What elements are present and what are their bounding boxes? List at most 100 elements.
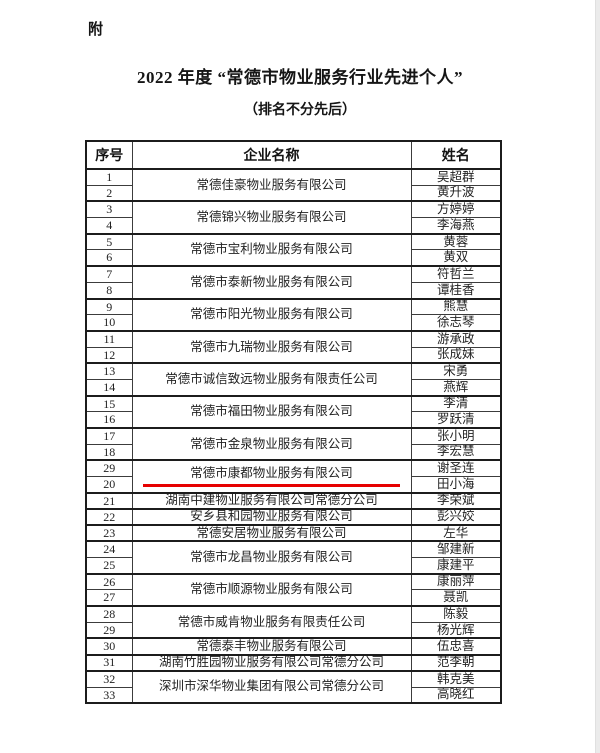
table-row: 27 聂凯 [85, 589, 502, 607]
company-name-highlighted: 常德市康都物业服务有限公司 [142, 466, 401, 487]
table-row: 26 常德市顺源物业服务有限公司 康丽萍 [85, 572, 502, 607]
name-cell: 杨光辉 [410, 621, 502, 639]
name-cell: 吴超群 [410, 167, 502, 186]
company-name: 安乡县和园物业服务有限公司 [190, 509, 353, 524]
name-cell: 彭兴姣 [410, 507, 502, 526]
name-cell: 李海燕 [410, 217, 502, 235]
company-name: 常德市金泉物业服务有限公司 [190, 436, 353, 451]
name-cell: 左华 [410, 524, 502, 542]
name-cell: 张成妹 [410, 346, 502, 364]
name-cell: 燕辉 [410, 378, 502, 397]
company-name: 常德市顺源物业服务有限公司 [190, 582, 353, 597]
company-cell: 深圳市深华物业集团有限公司常德分公司 [131, 669, 412, 704]
seq-cell: 26 [85, 572, 133, 591]
seq-cell: 30 [85, 637, 133, 656]
seq-cell: 4 [85, 217, 133, 235]
table-row: 14 燕辉 [85, 378, 502, 397]
name-cell: 康建平 [410, 556, 502, 575]
name-cell: 李荣斌 [410, 491, 502, 510]
table-row: 29 杨光辉 [85, 621, 502, 639]
page-title: 2022 年度 “常德市物业服务行业先进个人” [137, 68, 463, 87]
company-cell: 常德锦兴物业服务有限公司 [131, 200, 412, 235]
seq-cell: 24 [85, 540, 133, 559]
company-cell: 常德市顺源物业服务有限公司 [131, 572, 412, 607]
seq-cell: 2 [85, 184, 133, 202]
seq-cell: 16 [85, 411, 133, 429]
seq-cell: 9 [85, 297, 133, 316]
attachment-label: 附 [88, 22, 104, 38]
table-row: 15 常德市福田物业服务有限公司 李清 [85, 394, 502, 429]
table-row: 33 高晓红 [85, 686, 502, 704]
seq-cell: 27 [85, 589, 133, 607]
seq-cell: 1 [85, 167, 133, 186]
table-row: 7 常德市泰新物业服务有限公司 符哲兰 [85, 265, 502, 300]
seq-cell: 29 [85, 621, 133, 639]
company-cell: 常德安居物业服务有限公司 [131, 524, 412, 542]
company-cell: 常德市康都物业服务有限公司 [131, 459, 412, 494]
seq-cell: 25 [85, 556, 133, 575]
table-row: 32 深圳市深华物业集团有限公司常德分公司 韩克美 [85, 669, 502, 704]
company-name: 常德市宝利物业服务有限公司 [190, 242, 353, 257]
seq-cell: 10 [85, 314, 133, 332]
name-cell: 韩克美 [410, 669, 502, 688]
company-name: 常德泰丰物业服务有限公司 [196, 638, 347, 653]
company-cell: 常德佳豪物业服务有限公司 [131, 167, 412, 202]
table-row: 21 湖南中建物业服务有限公司常德分公司 李荣斌 [85, 491, 502, 510]
table-row: 13 常德市诚信致远物业服务有限责任公司 宋勇 [85, 362, 502, 397]
seq-cell: 12 [85, 346, 133, 364]
name-cell: 田小海 [410, 476, 502, 494]
company-name: 常德佳豪物业服务有限公司 [196, 177, 347, 192]
name-cell: 徐志琴 [410, 314, 502, 332]
seq-cell: 28 [85, 605, 133, 623]
seq-cell: 14 [85, 378, 133, 397]
name-cell: 邹建新 [410, 540, 502, 559]
table-row: 24 常德市龙昌物业服务有限公司 邹建新 [85, 540, 502, 575]
seq-cell: 20 [85, 476, 133, 494]
company-cell: 常德市龙昌物业服务有限公司 [131, 540, 412, 575]
table-row: 1 常德佳豪物业服务有限公司 吴超群 [85, 167, 502, 202]
table-row: 10 徐志琴 [85, 314, 502, 332]
header-name: 姓名 [410, 140, 502, 170]
seq-cell: 17 [85, 426, 133, 445]
name-cell: 张小明 [410, 426, 502, 445]
company-name: 湖南中建物业服务有限公司常德分公司 [165, 493, 378, 508]
company-name: 常德市泰新物业服务有限公司 [190, 274, 353, 289]
name-cell: 方婷婷 [410, 200, 502, 219]
company-cell: 常德市金泉物业服务有限公司 [131, 426, 412, 461]
seq-cell: 33 [85, 686, 133, 704]
seq-cell: 22 [85, 507, 133, 526]
seq-cell: 32 [85, 669, 133, 688]
table-row: 18 李宏慧 [85, 443, 502, 461]
name-cell: 康丽萍 [410, 572, 502, 591]
name-cell: 黄蓉 [410, 232, 502, 251]
seq-cell: 23 [85, 524, 133, 542]
seq-cell: 3 [85, 200, 133, 219]
table-row: 28 常德市威肯物业服务有限责任公司 陈毅 [85, 605, 502, 639]
company-name: 常德市阳光物业服务有限公司 [190, 307, 353, 322]
name-cell: 谭桂香 [410, 281, 502, 300]
table-row: 9 常德市阳光物业服务有限公司 熊慧 [85, 297, 502, 332]
seq-cell: 31 [85, 653, 133, 672]
table-row: 3 常德锦兴物业服务有限公司 方婷婷 [85, 200, 502, 235]
company-name: 湖南竹胜园物业服务有限公司常德分公司 [158, 655, 384, 670]
name-cell: 罗跃清 [410, 411, 502, 429]
company-name: 常德市福田物业服务有限公司 [190, 404, 353, 419]
seq-cell: 6 [85, 249, 133, 267]
name-cell: 宋勇 [410, 362, 502, 380]
header-seq: 序号 [85, 140, 133, 170]
company-cell: 常德市阳光物业服务有限公司 [131, 297, 412, 332]
company-cell: 常德市威肯物业服务有限责任公司 [131, 605, 412, 639]
table-row: 30 常德泰丰物业服务有限公司 伍忠喜 [85, 637, 502, 656]
table-row: 5 常德市宝利物业服务有限公司 黄蓉 [85, 232, 502, 267]
name-cell: 黄升波 [410, 184, 502, 202]
name-cell: 高晓红 [410, 686, 502, 704]
seq-cell: 5 [85, 232, 133, 251]
name-cell: 李清 [410, 394, 502, 413]
company-name: 常德市龙昌物业服务有限公司 [190, 549, 353, 564]
company-name: 常德安居物业服务有限公司 [196, 525, 347, 540]
company-name: 常德锦兴物业服务有限公司 [196, 210, 347, 224]
name-cell: 符哲兰 [410, 265, 502, 283]
table-row: 20 田小海 [85, 476, 502, 494]
table-header-row: 序号 企业名称 姓名 [85, 140, 502, 170]
seq-cell: 15 [85, 394, 133, 413]
